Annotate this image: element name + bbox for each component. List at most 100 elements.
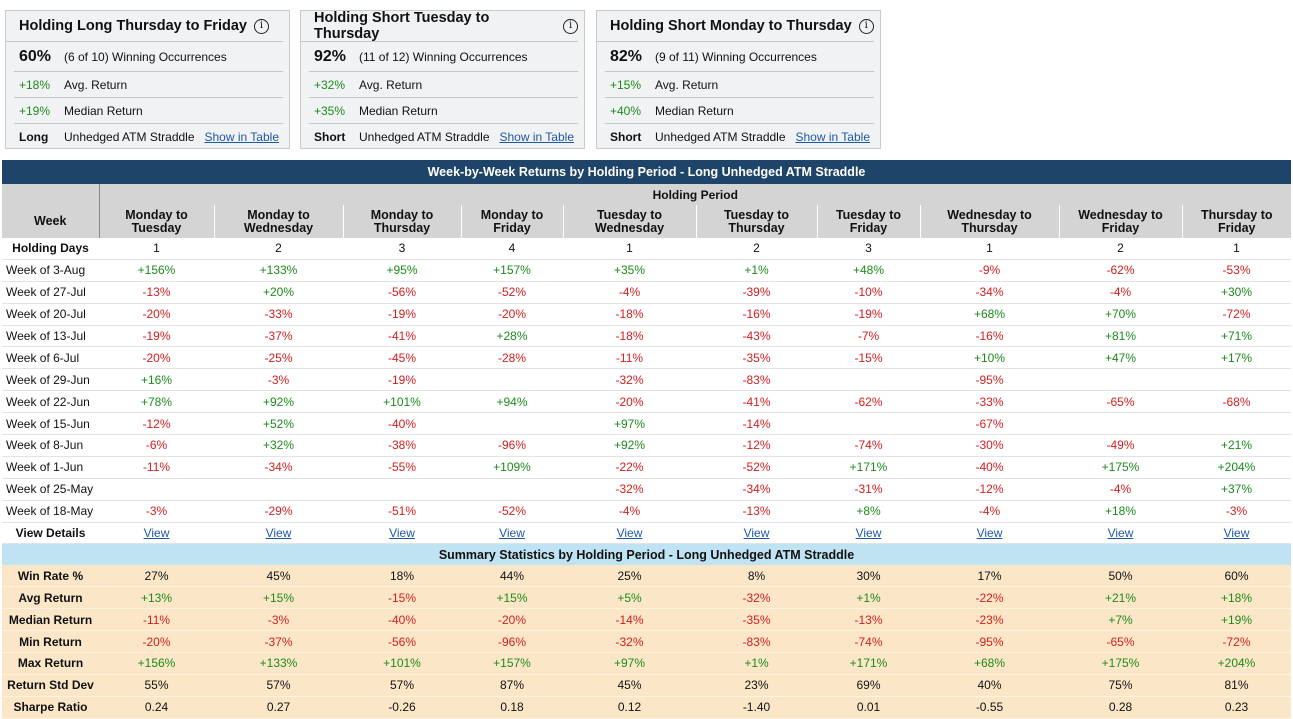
column-header-line1: Tuesday to — [835, 207, 902, 222]
header-blank — [2, 184, 99, 205]
view-details-row: View Details View View View View View View View… — [2, 522, 1291, 545]
return-cell — [817, 412, 920, 436]
return-cell: -11% — [99, 456, 214, 479]
column-header: Wednesday to Thursday — [919, 205, 1059, 238]
return-cell: -45% — [343, 346, 461, 370]
card-strategy-row: Long Unhedged ATM Straddle Show in Table — [14, 124, 283, 149]
view-details-link[interactable]: View — [461, 522, 563, 545]
card-median-row: +40% Median Return — [605, 98, 874, 124]
return-cell — [1059, 368, 1182, 392]
return-cell: +18% — [1059, 500, 1182, 523]
return-cell: -12% — [696, 434, 817, 457]
return-cell — [1059, 412, 1182, 436]
return-cell: -19% — [817, 303, 920, 326]
view-details-link[interactable]: View — [696, 522, 817, 545]
avg-return-value: +15% — [610, 77, 642, 92]
return-cell: +32% — [214, 434, 343, 457]
return-cell: -83% — [696, 368, 817, 392]
column-header-line2: Thursday — [728, 220, 785, 235]
avg-return-label: Avg. Return — [655, 77, 719, 92]
row-label: Week of 18-May — [2, 500, 99, 523]
stat-cell: -83% — [696, 630, 817, 654]
row-label: Week of 13-Jul — [2, 325, 99, 348]
view-details-link[interactable]: View — [214, 522, 343, 545]
stat-cell: -96% — [461, 630, 563, 654]
return-cell: +78% — [99, 390, 214, 414]
stat-cell: -11% — [99, 608, 214, 632]
column-header: Monday to Wednesday — [213, 205, 343, 238]
show-in-table-link[interactable]: Show in Table — [204, 129, 280, 144]
win-percent: 82% — [610, 47, 643, 65]
return-cell: -29% — [214, 500, 343, 523]
return-cell: -22% — [563, 456, 696, 479]
stat-row: Return Std Dev 55% 57% 57% 87% 45% 23% 69% 40% 75… — [2, 674, 1291, 697]
view-details-link[interactable]: View — [563, 522, 696, 545]
column-header-line1: Monday to — [247, 207, 310, 222]
return-cell: +92% — [563, 434, 696, 457]
return-cell: -68% — [1182, 390, 1291, 414]
view-details-link[interactable]: View — [1182, 522, 1291, 545]
view-details-link[interactable]: View — [920, 522, 1059, 545]
week-row: Week of 13-Jul -19% -37% -41% +28% -18% -43% -7… — [2, 325, 1291, 348]
return-cell: -14% — [696, 412, 817, 436]
return-cell: +157% — [461, 259, 563, 282]
return-cell: -31% — [817, 478, 920, 501]
row-label: Min Return — [2, 630, 99, 654]
row-label: Week of 8-Jun — [2, 434, 99, 457]
stat-cell: -72% — [1182, 630, 1291, 654]
median-return-value: +19% — [19, 103, 51, 118]
return-cell — [343, 478, 461, 501]
stat-cell: +175% — [1059, 652, 1182, 675]
return-cell: +48% — [817, 259, 920, 282]
return-cell: -35% — [696, 346, 817, 370]
show-in-table-link[interactable]: Show in Table — [499, 129, 575, 144]
strategy-name: Unhedged ATM Straddle — [359, 129, 490, 144]
holding-period-header: Holding Period — [98, 184, 1291, 205]
card-avg-row: +18% Avg. Return — [14, 72, 283, 98]
week-row: Week of 25-May -32% -34% -31% -12% -4% +37% — [2, 478, 1291, 501]
stat-cell: 0.28 — [1059, 696, 1182, 719]
stat-cell: 0.01 — [817, 696, 920, 719]
view-details-link[interactable]: View — [1059, 522, 1182, 545]
return-cell: -52% — [461, 281, 563, 304]
row-label: Week of 25-May — [2, 478, 99, 501]
stat-cell: 27% — [99, 565, 214, 588]
return-cell: +94% — [461, 390, 563, 414]
row-label: Week of 15-Jun — [2, 412, 99, 436]
stat-cell: +15% — [214, 586, 343, 610]
return-cell — [1182, 412, 1291, 436]
column-header-line2: Friday — [849, 220, 888, 235]
return-cell: -28% — [461, 346, 563, 370]
stat-cell: 44% — [461, 565, 563, 588]
return-cell — [214, 478, 343, 501]
row-label: Sharpe Ratio — [2, 696, 99, 719]
return-cell: -96% — [461, 434, 563, 457]
avg-return-label: Avg. Return — [64, 77, 128, 92]
return-cell: -4% — [1059, 281, 1182, 304]
view-details-link[interactable]: View — [817, 522, 920, 545]
stat-cell: 60% — [1182, 565, 1291, 588]
card-strategy-row: Short Unhedged ATM Straddle Show in Tabl… — [309, 124, 578, 149]
return-cell: +1% — [696, 259, 817, 282]
view-details-link[interactable]: View — [343, 522, 461, 545]
return-cell: +30% — [1182, 281, 1291, 304]
row-label: View Details — [2, 522, 99, 545]
return-cell: -20% — [99, 303, 214, 326]
win-percent: 60% — [19, 47, 52, 65]
return-cell: -56% — [343, 281, 461, 304]
stat-cell: +21% — [1059, 586, 1182, 610]
stat-cell: +68% — [920, 652, 1059, 675]
info-icon[interactable]: i — [253, 18, 269, 34]
column-header-line2: Friday — [1217, 220, 1256, 235]
return-cell: -52% — [461, 500, 563, 523]
return-cell — [817, 368, 920, 392]
stat-cell: +1% — [696, 652, 817, 675]
median-return-label: Median Return — [64, 103, 143, 118]
info-icon[interactable]: i — [858, 18, 874, 34]
stat-cell: 87% — [461, 674, 563, 697]
show-in-table-link[interactable]: Show in Table — [795, 129, 871, 144]
week-row: Week of 8-Jun -6% +32% -38% -96% +92% -12% -74%… — [2, 434, 1291, 457]
view-details-link[interactable]: View — [99, 522, 214, 545]
info-icon[interactable]: i — [563, 18, 578, 34]
stat-cell: +156% — [99, 652, 214, 675]
